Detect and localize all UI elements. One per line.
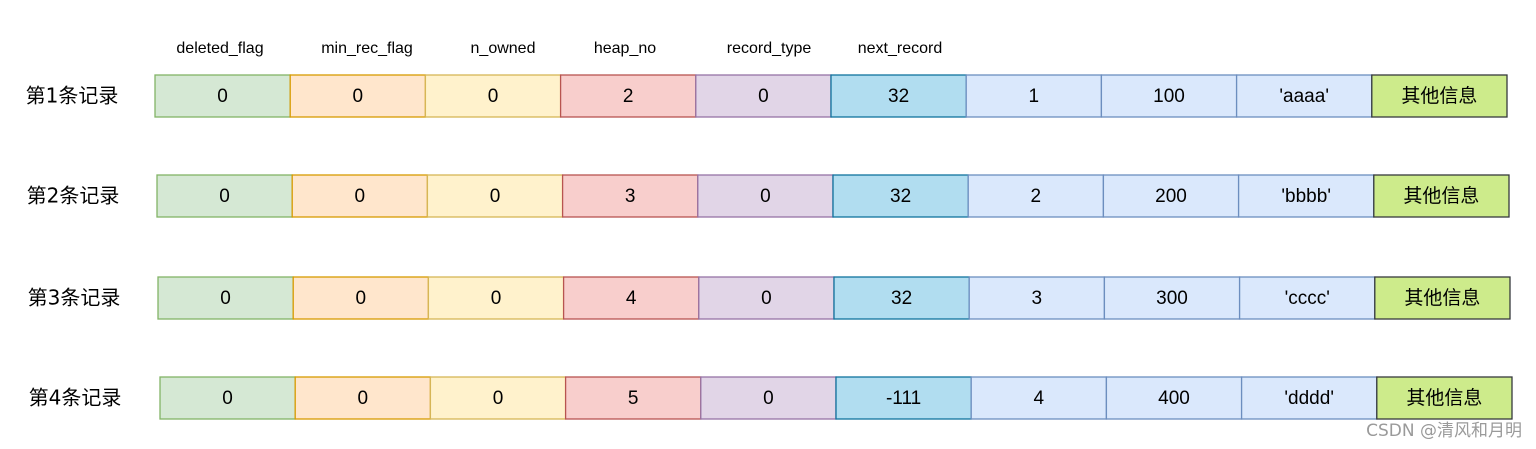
field-box [564, 376, 702, 420]
field-box [832, 174, 969, 218]
field-box [154, 74, 291, 118]
field-box [1376, 376, 1513, 420]
field-box [159, 376, 296, 420]
column-header: next_record [858, 40, 943, 57]
field-box [835, 376, 972, 420]
field-value: 0 [763, 388, 774, 409]
field-value: 5 [628, 388, 639, 409]
field-value: 32 [890, 186, 911, 207]
field-value: 'cccc' [1285, 288, 1330, 309]
field-value: 400 [1158, 388, 1190, 409]
field-value: 0 [488, 86, 499, 107]
field-value: 200 [1155, 186, 1187, 207]
field-value: 0 [220, 288, 231, 309]
field-value: 其他信息 [1404, 287, 1480, 309]
field-value: 'aaaa' [1279, 86, 1329, 107]
field-box [291, 174, 429, 218]
field-value: 1 [1029, 86, 1040, 107]
field-value: 3 [625, 186, 636, 207]
field-value: 0 [356, 288, 367, 309]
field-value: 0 [217, 86, 228, 107]
column-header: min_rec_flag [321, 40, 413, 57]
field-box [1105, 376, 1243, 420]
column-header: record_type [727, 40, 812, 57]
field-value: 300 [1156, 288, 1188, 309]
field-box [426, 174, 564, 218]
field-value: 0 [355, 186, 366, 207]
field-value: 0 [222, 388, 233, 409]
row-label: 第2条记录 [27, 184, 120, 208]
field-box [1374, 276, 1511, 320]
field-value: 其他信息 [1401, 85, 1477, 107]
watermark: CSDN @清风和月明 [1366, 421, 1522, 441]
field-value: 100 [1153, 86, 1185, 107]
field-value: 其他信息 [1406, 387, 1482, 409]
field-box [965, 74, 1103, 118]
field-box [424, 74, 562, 118]
field-value: 3 [1032, 288, 1043, 309]
field-box [1102, 174, 1240, 218]
field-box [967, 174, 1105, 218]
field-box [698, 276, 835, 320]
field-box [1237, 174, 1375, 218]
field-value: 2 [1031, 186, 1042, 207]
row-label: 第3条记录 [28, 286, 121, 310]
field-box [292, 276, 430, 320]
field-value: 32 [891, 288, 912, 309]
field-box [1238, 276, 1376, 320]
field-value: 其他信息 [1403, 185, 1479, 207]
field-value: 32 [888, 86, 909, 107]
field-value: -111 [886, 388, 921, 409]
column-header: deleted_flag [176, 40, 263, 57]
column-header: n_owned [471, 40, 536, 57]
field-box [700, 376, 837, 420]
field-box [968, 276, 1106, 320]
field-box [427, 276, 565, 320]
field-value: 4 [626, 288, 637, 309]
field-value: 0 [761, 288, 772, 309]
row-label: 第4条记录 [29, 386, 122, 410]
field-box [561, 174, 699, 218]
field-value: 'dddd' [1284, 388, 1334, 409]
field-box [970, 376, 1108, 420]
field-box [1235, 74, 1373, 118]
field-value: 0 [760, 186, 771, 207]
field-box [157, 276, 294, 320]
field-value: 0 [493, 388, 504, 409]
field-value: 2 [623, 86, 634, 107]
field-value: 0 [491, 288, 502, 309]
field-value: 0 [219, 186, 230, 207]
field-value: 'bbbb' [1281, 186, 1331, 207]
field-box [289, 74, 427, 118]
field-value: 0 [358, 388, 369, 409]
column-header: heap_no [594, 40, 656, 57]
field-box [1373, 174, 1510, 218]
field-box [1100, 74, 1238, 118]
field-value: 0 [490, 186, 501, 207]
field-value: 4 [1034, 388, 1045, 409]
field-value: 0 [758, 86, 769, 107]
field-box [1103, 276, 1241, 320]
field-box [830, 74, 967, 118]
field-box [695, 74, 832, 118]
field-box [1371, 74, 1508, 118]
row-label: 第1条记录 [26, 84, 119, 108]
field-value: 0 [353, 86, 364, 107]
field-box [1240, 376, 1378, 420]
